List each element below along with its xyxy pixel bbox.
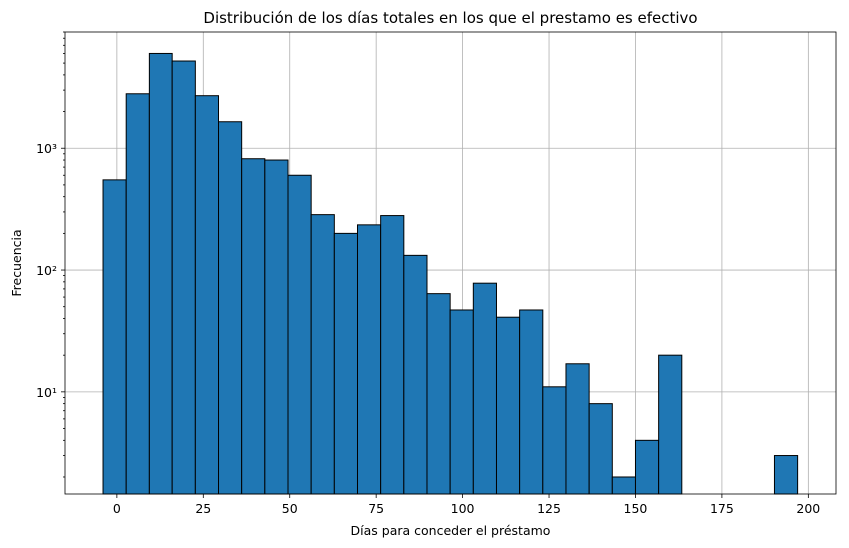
histogram-bar — [634, 439, 660, 495]
histogram-bar — [495, 316, 521, 495]
histogram-bar — [287, 174, 312, 495]
histogram-bar — [356, 224, 382, 495]
histogram-bar — [611, 476, 636, 495]
axis-ticks: 0 25 50 75 100 125 150 175 200 10¹ 10² 10³ — [36, 31, 820, 516]
x-tick-label: 0 — [113, 501, 121, 516]
x-tick-label: 200 — [796, 501, 820, 516]
histogram-bar — [218, 121, 243, 495]
histogram-bar — [264, 159, 289, 495]
histogram-bar — [333, 232, 358, 495]
histogram-bar — [449, 309, 474, 495]
x-axis-label: Días para conceder el préstamo — [351, 523, 551, 538]
y-tick-label: 10² — [36, 263, 57, 278]
x-tick-label: 125 — [537, 501, 561, 516]
histogram-bar — [148, 52, 173, 495]
x-tick-label: 50 — [282, 501, 298, 516]
x-tick-label: 150 — [624, 501, 648, 516]
x-tick-label: 75 — [368, 501, 384, 516]
x-tick-label: 25 — [195, 501, 211, 516]
histogram-bars — [102, 52, 799, 495]
y-tick-label: 10³ — [36, 141, 57, 156]
y-tick-label: 10¹ — [36, 385, 57, 400]
histogram-bar — [310, 214, 335, 495]
histogram-bar — [565, 363, 590, 495]
histogram-bar — [380, 215, 405, 495]
histogram-bar — [102, 179, 127, 495]
histogram-bar — [472, 282, 497, 495]
plot-frame — [64, 31, 837, 495]
histogram-bar — [125, 93, 150, 495]
histogram-bar — [194, 95, 220, 495]
histogram-bar — [773, 455, 799, 495]
histogram-bar — [658, 354, 683, 495]
histogram-bar — [403, 254, 428, 495]
y-axis-label: Frecuencia — [9, 229, 24, 296]
histogram-bar — [588, 403, 613, 495]
histogram-bar — [542, 386, 567, 495]
histogram-bar — [519, 309, 544, 495]
chart-title: Distribución de los días totales en los … — [203, 9, 697, 27]
histogram-bar — [426, 293, 451, 495]
x-tick-label: 175 — [710, 501, 734, 516]
x-tick-label: 100 — [451, 501, 475, 516]
histogram-bar — [241, 158, 266, 495]
histogram-bar — [171, 60, 196, 495]
